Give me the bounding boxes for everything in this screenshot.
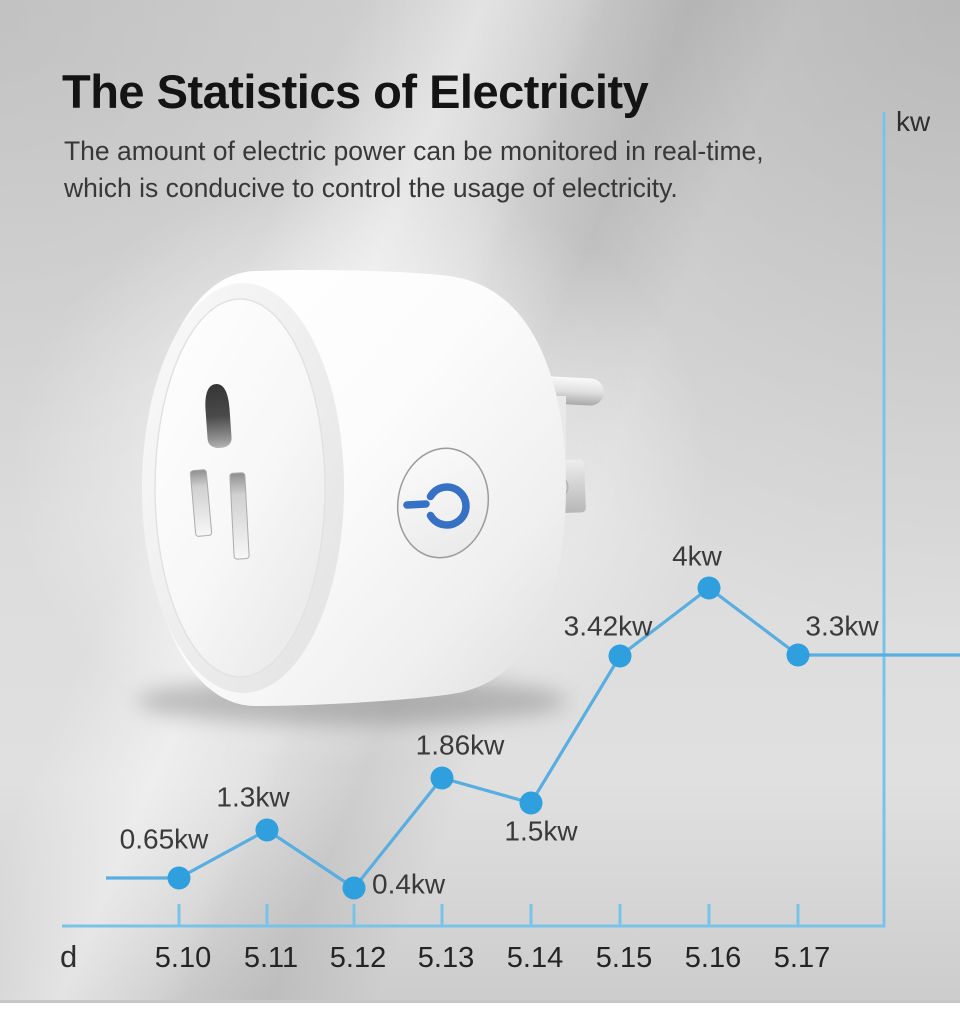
value-label: 1.86kw: [416, 730, 505, 761]
value-label: 1.3kw: [216, 782, 290, 813]
data-point: [697, 576, 721, 600]
electricity-chart: kw d 5.10 5.11 5.12 5.13 5.14 5.15 5.16 5.17 0.6…: [60, 106, 960, 974]
socket-slot-right: [229, 472, 250, 560]
x-tick-label: 5.12: [330, 942, 386, 974]
floor-strip: [0, 1000, 960, 1036]
data-point: [608, 644, 632, 668]
data-point: [167, 866, 191, 890]
socket-ground-hole: [205, 384, 232, 448]
smart-plug-image: [10, 170, 710, 770]
data-point: [342, 876, 366, 900]
x-tick-label: 5.11: [244, 942, 298, 974]
power-button: [396, 447, 490, 559]
subtitle-line-1: The amount of electric power can be moni…: [64, 136, 764, 166]
page-title: The Statistics of Electricity: [62, 65, 649, 118]
x-tick-label: 5.10: [155, 942, 211, 974]
x-axis-unit-label: d: [60, 939, 77, 974]
x-tick-label: 5.13: [418, 942, 474, 974]
x-tick-label: 5.17: [774, 942, 830, 974]
data-point: [786, 643, 810, 667]
data-point: [255, 818, 279, 842]
value-label: 4kw: [672, 541, 723, 572]
y-axis-unit-label: kw: [896, 106, 931, 137]
value-label: 0.65kw: [120, 824, 209, 855]
value-label: 1.5kw: [504, 816, 578, 847]
x-tick-label: 5.14: [507, 942, 563, 974]
x-tick-label: 5.16: [685, 942, 741, 974]
header: The Statistics of Electricity The amount…: [62, 64, 922, 207]
value-label: 3.42kw: [564, 611, 653, 642]
page-subtitle: The amount of electric power can be moni…: [64, 133, 922, 207]
value-label: 3.3kw: [805, 611, 879, 642]
data-point: [430, 766, 454, 790]
power-icon: [403, 483, 470, 529]
value-label: 0.4kw: [372, 869, 446, 900]
socket-slot-left: [189, 469, 213, 537]
subtitle-line-2: which is conducive to control the usage …: [64, 173, 678, 203]
line-series: [106, 585, 960, 891]
x-tick-label: 5.15: [596, 942, 652, 974]
data-point: [519, 791, 543, 815]
